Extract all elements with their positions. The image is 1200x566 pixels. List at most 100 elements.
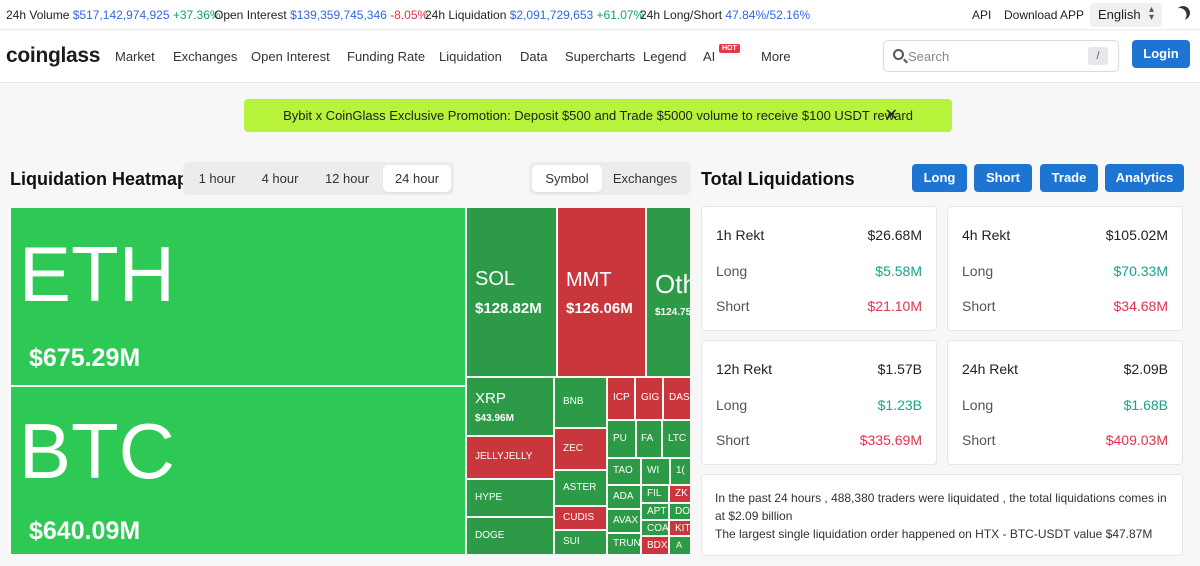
api-link[interactable]: API — [972, 8, 992, 22]
heatmap-tile-aster[interactable]: ASTER — [554, 470, 607, 506]
search-icon — [893, 49, 904, 60]
rekt-card-1h: 1h Rekt $26.68M Long $5.58M Short $21.10M — [701, 206, 937, 331]
nav-exchanges[interactable]: Exchanges — [173, 49, 238, 64]
short-label: Short — [962, 432, 996, 448]
heatmap-tile-hype[interactable]: HYPE — [466, 479, 554, 517]
tile-symbol: SOL — [475, 268, 516, 290]
login-button[interactable]: Login — [1132, 40, 1190, 68]
nav-funding-rate[interactable]: Funding Rate — [347, 49, 426, 64]
nav-more[interactable]: More — [761, 49, 791, 64]
nav-data[interactable]: Data — [520, 49, 548, 64]
heatmap-tile-wi[interactable]: WI — [641, 458, 670, 485]
heatmap-tile-1000[interactable]: 1( — [670, 458, 691, 485]
heatmap-tile-ada[interactable]: ADA — [607, 485, 641, 509]
tile-symbol: DOGE — [475, 530, 505, 541]
tile-symbol: HYPE — [475, 492, 503, 503]
language-select[interactable]: English ▴ ▾ — [1090, 3, 1162, 27]
heatmap-tile-tao[interactable]: TAO — [607, 458, 641, 485]
tile-amount: $675.29M — [29, 344, 141, 372]
tile-symbol: TAO — [613, 465, 633, 476]
liquidation-heatmap: ETH $675.29M BTC $640.09M SOL $128.82M M… — [10, 207, 691, 555]
tab-4-hour[interactable]: 4 hour — [261, 171, 299, 186]
heatmap-tile-bnb[interactable]: BNB — [554, 377, 607, 428]
heatmap-tile-kit[interactable]: KIT — [669, 520, 691, 536]
long-button[interactable]: Long — [912, 164, 967, 192]
tab-exchanges[interactable]: Exchanges — [612, 171, 678, 186]
heatmap-tile-fil[interactable]: FIL — [641, 485, 669, 503]
nav-open-interest[interactable]: Open Interest — [251, 49, 330, 64]
tab-24-hour[interactable]: 24 hour — [383, 165, 451, 192]
volume-change: +37.36% — [172, 8, 221, 22]
card-total: $1.57B — [877, 361, 922, 377]
heatmap-tile-bdx[interactable]: BDX — [641, 536, 669, 555]
nav-ai[interactable]: AI — [703, 49, 716, 64]
card-total: $26.68M — [867, 227, 922, 243]
tile-symbol: 1( — [676, 465, 685, 476]
heatmap-tile-do[interactable]: DO — [669, 503, 691, 520]
tab-symbol[interactable]: Symbol — [532, 165, 602, 192]
heatmap-tile-mmt[interactable]: MMT $126.06M — [557, 207, 646, 377]
search-input[interactable] — [908, 46, 1068, 66]
close-icon[interactable]: ✕ — [884, 107, 898, 124]
heatmap-tile-ltc[interactable]: LTC — [662, 420, 691, 458]
card-short: $409.03M — [1105, 432, 1168, 448]
card-short: $21.10M — [867, 298, 922, 314]
trade-button[interactable]: Trade — [1040, 164, 1098, 192]
oi-label: Open Interest — [214, 8, 287, 22]
heatmap-tile-others[interactable]: Oth $124.75 — [646, 207, 691, 377]
short-label: Short — [716, 432, 750, 448]
liquidation-summary: In the past 24 hours , 488,380 traders w… — [701, 474, 1183, 556]
heatmap-tile-das[interactable]: DAS — [663, 377, 691, 420]
tab-12-hour[interactable]: 12 hour — [324, 171, 370, 186]
tab-1-hour[interactable]: 1 hour — [198, 171, 236, 186]
coinglass-logo[interactable]: coinglass — [6, 44, 101, 67]
heatmap-tile-fa[interactable]: FA — [636, 420, 662, 458]
heatmap-tile-doge[interactable]: DOGE — [466, 517, 554, 555]
nav-supercharts[interactable]: Supercharts — [565, 49, 636, 64]
ls-label: 24h Long/Short — [640, 8, 723, 22]
analytics-button[interactable]: Analytics — [1105, 164, 1184, 192]
heatmap-tile-xrp[interactable]: XRP $43.96M — [466, 377, 554, 436]
liq-value: $2,091,729,653 — [509, 8, 594, 22]
heatmap-tile-coa[interactable]: COA — [641, 520, 669, 536]
tile-symbol: APT — [647, 506, 667, 517]
promo-banner[interactable]: Bybit x CoinGlass Exclusive Promotion: D… — [244, 99, 952, 132]
nav-legend[interactable]: Legend — [643, 49, 687, 64]
heatmap-tile-sui[interactable]: SUI — [554, 530, 607, 555]
card-long: $1.68B — [1123, 397, 1168, 413]
heatmap-tile-zec[interactable]: ZEC — [554, 428, 607, 470]
oi-change: -8.05% — [390, 8, 429, 22]
heatmap-tile-btc[interactable]: BTC $640.09M — [10, 386, 466, 555]
view-mode-tabs: Symbol Exchanges — [529, 162, 691, 195]
heatmap-tile-a[interactable]: A — [669, 536, 691, 555]
heatmap-title: Liquidation Heatmap — [10, 169, 189, 189]
ls-value: 47.84%/52.16% — [725, 8, 811, 22]
heatmap-tile-zk[interactable]: ZK — [669, 485, 691, 503]
tile-symbol: ICP — [613, 392, 630, 403]
moon-icon[interactable] — [1173, 3, 1192, 22]
tile-symbol: COA — [647, 523, 669, 534]
tile-symbol: LTC — [668, 433, 687, 444]
heatmap-tile-avax[interactable]: AVAX — [607, 509, 641, 533]
language-value: English — [1098, 7, 1141, 22]
heatmap-tile-eth[interactable]: ETH $675.29M — [10, 207, 466, 386]
download-app-link[interactable]: Download APP — [1004, 8, 1085, 22]
heatmap-tile-trun[interactable]: TRUN — [607, 533, 641, 555]
liquidation-stat: 24h Liquidation $2,091,729,653 +61.07% — [425, 8, 644, 22]
heatmap-tile-cudis[interactable]: CUDIS — [554, 506, 607, 530]
heatmap-tile-pu[interactable]: PU — [607, 420, 636, 458]
heatmap-tile-gig[interactable]: GIG — [635, 377, 663, 420]
tile-amount: $124.75 — [655, 307, 691, 318]
nav-market[interactable]: Market — [115, 49, 155, 64]
search-box[interactable]: / — [883, 40, 1119, 72]
nav-liquidation[interactable]: Liquidation — [439, 49, 502, 64]
heatmap-tile-icp[interactable]: ICP — [607, 377, 635, 420]
heatmap-tile-apt[interactable]: APT — [641, 503, 669, 520]
summary-line-2: The largest single liquidation order hap… — [715, 527, 1153, 541]
short-button[interactable]: Short — [974, 164, 1032, 192]
heatmap-tile-jellyjelly[interactable]: JELLYJELLY — [466, 436, 554, 479]
tile-symbol: A — [676, 540, 683, 550]
tile-amount: $640.09M — [29, 517, 141, 545]
heatmap-tile-sol[interactable]: SOL $128.82M — [466, 207, 557, 377]
tile-symbol: DO — [675, 506, 690, 517]
